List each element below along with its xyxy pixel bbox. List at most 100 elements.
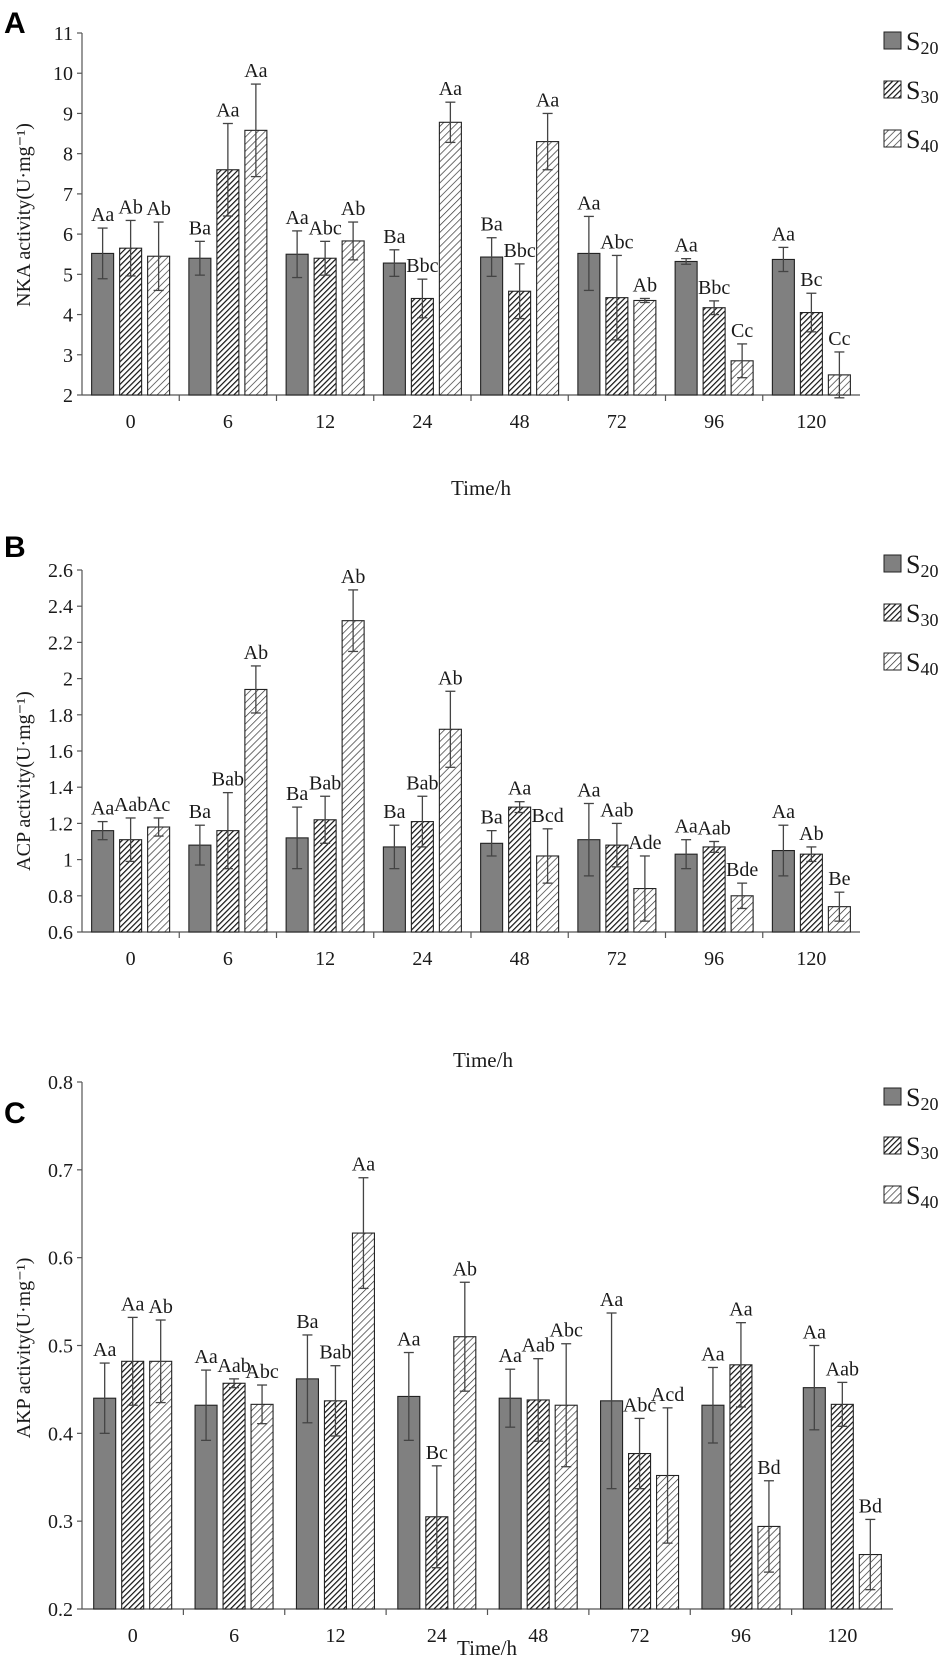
x-tick-label: 0 <box>126 948 136 970</box>
significance-label: Aa <box>674 816 697 838</box>
significance-label: Ba <box>481 807 503 829</box>
legend-label: S20 <box>906 27 938 58</box>
x-tick-label: 72 <box>630 1625 650 1647</box>
x-tick-label: 12 <box>325 1625 345 1647</box>
y-tick-label: 2.2 <box>48 632 73 654</box>
x-tick-label: 72 <box>607 411 627 433</box>
significance-label: Aa <box>244 60 267 82</box>
legend-swatch <box>883 129 902 148</box>
legend: S20 S30 S40 <box>883 27 938 156</box>
significance-label: Bd <box>859 1495 882 1517</box>
significance-label: Bde <box>726 859 758 881</box>
significance-label: Abc <box>600 231 633 253</box>
y-axis-label: NKA activity(U·mg⁻¹) <box>13 123 35 307</box>
bar-s20 <box>91 830 115 933</box>
y-tick-label: 7 <box>63 184 73 206</box>
significance-label: Aa <box>536 89 559 111</box>
x-tick-label: 120 <box>796 411 826 433</box>
y-tick-label: 1.8 <box>48 705 73 727</box>
significance-label: Ba <box>383 801 405 823</box>
significance-label: Ab <box>146 198 170 220</box>
significance-label: Aa <box>397 1329 420 1351</box>
bar-s20 <box>498 1397 522 1610</box>
significance-label: Ba <box>189 217 211 239</box>
significance-label: Aa <box>600 1289 623 1311</box>
bar-s30 <box>799 853 823 933</box>
panel-letter: A <box>4 7 26 40</box>
significance-label: Aa <box>674 235 697 257</box>
significance-label: Bd <box>757 1457 780 1479</box>
legend-label: S30 <box>906 599 938 630</box>
legend-label: S20 <box>906 550 938 581</box>
significance-label: Aa <box>91 204 114 226</box>
significance-label: Aa <box>439 78 462 100</box>
bar-s40 <box>341 240 365 396</box>
y-tick-label: 0.8 <box>48 886 73 908</box>
significance-label: Abc <box>550 1320 583 1342</box>
y-tick-label: 4 <box>63 305 73 327</box>
significance-label: Aab <box>826 1358 859 1380</box>
panel-b: B ACP activity(U·mg⁻¹) Time/h 0.6 0.8 1 1.2… <box>4 531 938 1072</box>
x-tick-label: 96 <box>731 1625 751 1647</box>
y-tick-label: 2.4 <box>48 596 73 618</box>
legend-swatch <box>883 31 902 50</box>
significance-label: Aa <box>772 223 795 245</box>
legend-label: S20 <box>906 1083 938 1114</box>
significance-label: Bbc <box>698 277 730 299</box>
significance-label: Ba <box>383 226 405 248</box>
significance-label: Bab <box>309 772 341 794</box>
significance-label: Bcd <box>532 805 564 827</box>
significance-label: Ab <box>799 823 823 845</box>
y-tick-label: 0.5 <box>48 1336 73 1358</box>
y-tick-label: 9 <box>63 103 73 125</box>
significance-label: Bc <box>800 269 822 291</box>
bar-s40 <box>244 688 268 933</box>
legend-label: S40 <box>906 648 938 679</box>
significance-label: Ba <box>296 1311 318 1333</box>
significance-label: Aa <box>352 1154 375 1176</box>
bar-s30 <box>313 257 337 396</box>
x-axis-label: Time/h <box>453 1048 513 1072</box>
significance-label: Aab <box>217 1355 250 1377</box>
bar-s30 <box>830 1403 854 1610</box>
bar-s20 <box>188 257 212 396</box>
significance-label: Abc <box>245 1361 278 1383</box>
bar-s30 <box>508 806 532 933</box>
significance-label: Be <box>828 868 850 890</box>
y-tick-label: 1 <box>63 850 73 872</box>
significance-label: Aa <box>91 798 114 820</box>
y-tick-label: 0.3 <box>48 1511 73 1533</box>
panel-c: C AKP activity(U·mg⁻¹) Time/h 0.2 0.3 0.4 0… <box>4 1072 938 1660</box>
significance-label: Aa <box>194 1346 217 1368</box>
x-tick-label: 48 <box>510 411 530 433</box>
bar-s40 <box>250 1403 274 1610</box>
bar-s40 <box>341 620 365 933</box>
y-tick-label: 1.4 <box>48 777 73 799</box>
significance-label: Ab <box>341 566 365 588</box>
bar-s30 <box>702 307 726 396</box>
legend-swatch <box>883 603 902 622</box>
legend-swatch <box>883 1087 902 1106</box>
y-tick-label: 2 <box>63 669 73 691</box>
y-tick-label: 8 <box>63 144 73 166</box>
y-tick-label: 1.6 <box>48 741 73 763</box>
y-axis-label: ACP activity(U·mg⁻¹) <box>13 691 35 871</box>
legend: S20 S30 S40 <box>883 550 938 679</box>
x-tick-label: 0 <box>126 411 136 433</box>
y-tick-label: 2 <box>63 385 73 407</box>
significance-label: Aa <box>508 778 531 800</box>
legend-swatch <box>883 1185 902 1204</box>
bar-s20 <box>382 262 406 396</box>
bar-s40 <box>147 826 171 933</box>
legend: S20 S30 S40 <box>883 1083 938 1212</box>
significance-label: Ab <box>633 274 657 296</box>
significance-label: Ba <box>286 783 308 805</box>
significance-label: Bbc <box>504 240 536 262</box>
legend-label: S30 <box>906 76 938 107</box>
significance-label: Abc <box>623 1394 656 1416</box>
significance-label: Bab <box>319 1342 351 1364</box>
x-tick-label: 0 <box>128 1625 138 1647</box>
x-tick-label: 24 <box>427 1625 447 1647</box>
